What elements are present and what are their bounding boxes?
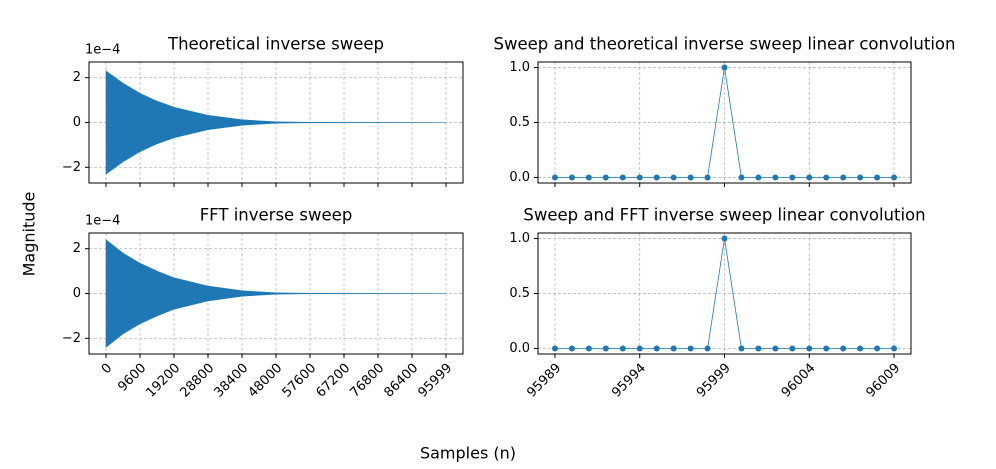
point [806,345,813,352]
signal-envelope [139,262,158,325]
point [653,345,660,352]
point [551,345,558,352]
x-tick-label: 0 [99,361,115,377]
x-tick-label: 95989 [524,361,564,401]
point [602,174,609,181]
y-tick-label: 0 [73,286,81,301]
point [755,174,762,181]
chart-title: Sweep and FFT inverse sweep linear convo… [523,206,925,225]
x-tick-label: 67200 [313,361,353,401]
point [568,174,575,181]
point [789,174,796,181]
point [619,345,626,352]
y-tick-label: 1.0 [509,231,530,246]
x-tick-label: 28800 [177,361,217,401]
point [568,345,575,352]
point [840,174,847,181]
signal-envelope [275,121,311,124]
x-tick-label: 38400 [211,361,251,401]
y-tick-label: 0.5 [509,115,530,130]
x-tick-label: 57600 [279,361,319,401]
point [840,345,847,352]
signal-envelope [105,70,124,175]
point [738,345,745,352]
x-tick-label: 96009 [863,361,903,401]
point [636,174,643,181]
y-tick-label: −2 [62,160,81,175]
offset-label: 1e−4 [85,43,120,58]
x-tick-label: 96004 [779,361,819,401]
signal-envelope [241,119,277,126]
point [891,345,898,352]
point [772,174,779,181]
point [619,174,626,181]
point [738,174,745,181]
point [806,174,813,181]
y-tick-label: 0.5 [509,286,530,301]
signal-envelope [275,292,311,295]
offset-label: 1e−4 [85,214,120,229]
point [636,345,643,352]
point [704,345,711,352]
point [874,345,881,352]
chart-title: FFT inverse sweep [200,206,353,225]
point [585,345,592,352]
x-tick-label: 95994 [609,361,649,401]
point [704,174,711,181]
y-tick-label: 1.0 [509,60,530,75]
signal-envelope [122,82,141,163]
y-tick-label: 2 [73,241,81,256]
x-tick-label: 48000 [245,361,285,401]
signal-envelope [173,277,209,310]
y-tick-label: 0.0 [509,170,530,185]
point [772,345,779,352]
axes-frame [537,232,912,355]
signal-envelope [207,285,243,302]
chart-title: Theoretical inverse sweep [167,35,384,54]
y-tick-label: 0.0 [509,341,530,356]
y-tick-label: 2 [73,70,81,85]
point [602,345,609,352]
x-axis-label: Samples (n) [420,444,516,463]
x-tick-label: 95999 [415,361,455,401]
point [585,174,592,181]
point [687,174,694,181]
x-tick-label: 19200 [143,361,183,401]
point [687,345,694,352]
x-tick-label: 95999 [694,361,734,401]
point [551,174,558,181]
signal-envelope [241,290,277,297]
point [653,174,660,181]
point [721,235,728,242]
axes-frame [88,232,464,355]
signal-envelope [122,252,141,335]
y-tick-label: −2 [62,331,81,346]
signal-envelope [105,239,124,348]
x-tick-label: 86400 [381,361,421,401]
point [721,64,728,71]
signal-envelope [139,92,158,153]
point [874,174,881,181]
axes-frame [537,61,912,184]
signal-envelope [207,114,243,131]
signal-envelope [156,270,175,317]
point [670,345,677,352]
point [823,174,830,181]
y-tick-label: 0 [73,115,81,130]
point [755,345,762,352]
y-axis-label: Magnitude [20,192,39,277]
point [857,345,864,352]
x-tick-label: 76800 [347,361,387,401]
axes-frame [88,61,464,184]
point [789,345,796,352]
point [857,174,864,181]
signal-envelope [173,106,209,139]
point [891,174,898,181]
chart-title: Sweep and theoretical inverse sweep line… [494,35,956,54]
point [823,345,830,352]
point [670,174,677,181]
signal-envelope [156,100,175,145]
